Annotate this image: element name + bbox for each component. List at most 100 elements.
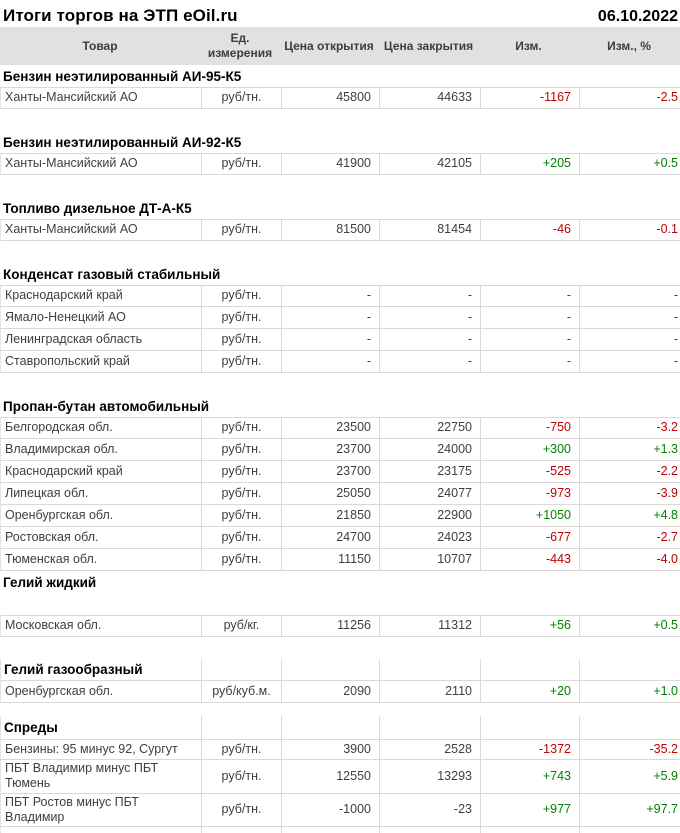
close-price-cell: 22750 — [379, 418, 480, 438]
column-header-3: Цена закрытия — [383, 38, 474, 53]
open-price-cell: 81500 — [281, 220, 379, 240]
product-cell: Липецкая обл. — [5, 485, 89, 500]
product-cell: Ханты-Мансийский АО — [5, 90, 138, 105]
close-price-cell: 81454 — [379, 220, 480, 240]
change-pct-cell: +0.5 — [579, 616, 680, 636]
section-spacer — [0, 703, 680, 716]
open-price-cell: - — [281, 351, 379, 372]
section-header-row: Гелий газообразный — [0, 659, 680, 681]
close-price-cell: 13293 — [379, 760, 480, 793]
empty-cell — [379, 659, 480, 680]
change-pct-cell: -35.2 — [579, 740, 680, 759]
unit-cell: руб/тн. — [201, 286, 281, 306]
change-cell: +205 — [480, 154, 579, 174]
close-price-cell: - — [379, 286, 480, 306]
close-price-cell: 24023 — [379, 527, 480, 548]
open-price-cell: -1000 — [281, 793, 379, 826]
unit-cell: руб/тн. — [201, 549, 281, 570]
product-cell: Ставропольский край — [5, 353, 130, 368]
close-price-cell: 42105 — [379, 154, 480, 174]
close-price-cell: - — [379, 329, 480, 350]
empty-cell — [281, 716, 379, 739]
section-title: Гелий жидкий — [3, 574, 97, 590]
change-pct-cell: -4.0 — [579, 549, 680, 570]
change-cell: -677 — [480, 527, 579, 548]
close-price-cell: 2110 — [379, 681, 480, 702]
unit-cell: руб/тн. — [201, 760, 281, 793]
open-price-cell: 23500 — [281, 418, 379, 438]
section-spacer — [0, 175, 680, 197]
product-cell: Московская обл. — [5, 618, 102, 633]
open-price-cell: 12550 — [281, 760, 379, 793]
change-pct-cell: - — [579, 286, 680, 306]
empty-cell — [579, 659, 680, 680]
close-price-cell: -23 — [379, 793, 480, 826]
open-price-cell: - — [281, 329, 379, 350]
table-row: Оренбургская обл. руб/куб.м. 2090 2110 +20 +1… — [0, 681, 680, 703]
change-pct-cell: +1.0 — [579, 681, 680, 702]
section-header-row: Топливо дизельное ДТ-А-К5 — [0, 197, 680, 219]
change-cell: +1050 — [480, 505, 579, 526]
product-cell: Белгородская обл. — [5, 420, 113, 435]
table-row: Ставропольский край руб/тн. - - - - — [0, 351, 680, 373]
unit-cell: руб/тн. — [201, 461, 281, 482]
section-title: Топливо дизельное ДТ-А-К5 — [3, 200, 192, 216]
change-cell: +56 — [480, 616, 579, 636]
change-pct-cell: - — [579, 307, 680, 328]
close-price-cell: 22900 — [379, 505, 480, 526]
change-cell: - — [480, 329, 579, 350]
change-pct-cell: +4.8 — [579, 505, 680, 526]
close-price-cell: 11312 — [379, 616, 480, 636]
product-cell: Ленинградская область — [5, 331, 143, 346]
column-header-1: Ед. измерения — [207, 31, 273, 60]
unit-cell: руб/тн. — [201, 88, 281, 108]
open-price-cell: 2090 — [281, 681, 379, 702]
unit-cell: руб/тн. — [201, 329, 281, 350]
change-cell: -973 — [480, 483, 579, 504]
section-title: Гелий газообразный — [4, 662, 143, 677]
close-price-cell: 2528 — [379, 740, 480, 759]
section-title: Бензин неэтилированный АИ-92-К5 — [3, 134, 242, 150]
table-row: Ханты-Мансийский АО руб/тн. 81500 81454 -46-… — [0, 219, 680, 241]
close-price-cell: 24077 — [379, 483, 480, 504]
report-date: 06.10.2022 — [597, 8, 678, 25]
open-price-cell: - — [281, 307, 379, 328]
change-cell: +977 — [480, 793, 579, 826]
unit-cell: руб/тн. — [201, 307, 281, 328]
section-spacer — [0, 637, 680, 659]
change-pct-cell: +0.5 — [579, 154, 680, 174]
open-price-cell: 23700 — [281, 439, 379, 460]
section-header-row: Спреды — [0, 716, 680, 740]
unit-cell: руб/тн. — [201, 220, 281, 240]
change-pct-cell: -0.1 — [579, 220, 680, 240]
unit-cell: руб/тн. — [201, 351, 281, 372]
open-price-cell: - — [281, 286, 379, 306]
change-cell: -443 — [480, 549, 579, 570]
change-cell: +300 — [480, 439, 579, 460]
change-cell: - — [480, 286, 579, 306]
change-cell: - — [480, 351, 579, 372]
product-cell: Ямало-Ненецкий АО — [5, 309, 126, 324]
table-row: ПБТ Владимир минус ПБТ Тюмень руб/тн. 1255… — [0, 760, 680, 794]
product-cell: Ростовская обл. — [5, 529, 99, 544]
section-header-row: Бензин неэтилированный АИ-95-К5 — [0, 65, 680, 87]
section-title: Спреды — [4, 720, 58, 735]
product-cell: Бензины: 95 минус 92, Сургут — [5, 741, 178, 756]
table-row: Ханты-Мансийский АО руб/тн. 45800 44633 -116… — [0, 87, 680, 109]
table-row: Ханты-Мансийский АО руб/тн. 41900 42105 +205… — [0, 153, 680, 175]
table-row: Краснодарский край руб/тн. 23700 23175 -525-… — [0, 461, 680, 483]
table-row: Бензины: 95 минус 92, Сургут руб/тн. 3900 2… — [0, 740, 680, 760]
table-row: Ростовская обл. руб/тн. 24700 24023 -677 -2.7 — [0, 527, 680, 549]
column-header-0: Товар — [82, 38, 118, 53]
close-price-cell: 44633 — [379, 88, 480, 108]
product-cell: ПБТ Ростов минус ПБТ Владимир — [5, 794, 139, 824]
open-price-cell: 41900 — [281, 154, 379, 174]
table-row: Тюменская обл. руб/тн. 11150 10707 -443 -4.0 — [0, 549, 680, 571]
section-header-row: Пропан-бутан автомобильный — [0, 395, 680, 417]
change-pct-cell: -2.2 — [579, 461, 680, 482]
table-row: Липецкая обл. руб/тн. 25050 24077 -973 -3.9 — [0, 483, 680, 505]
change-cell: -525 — [480, 461, 579, 482]
empty-cell — [201, 659, 281, 680]
column-header-5: Изм., % — [607, 38, 651, 53]
section-spacer — [0, 593, 680, 615]
